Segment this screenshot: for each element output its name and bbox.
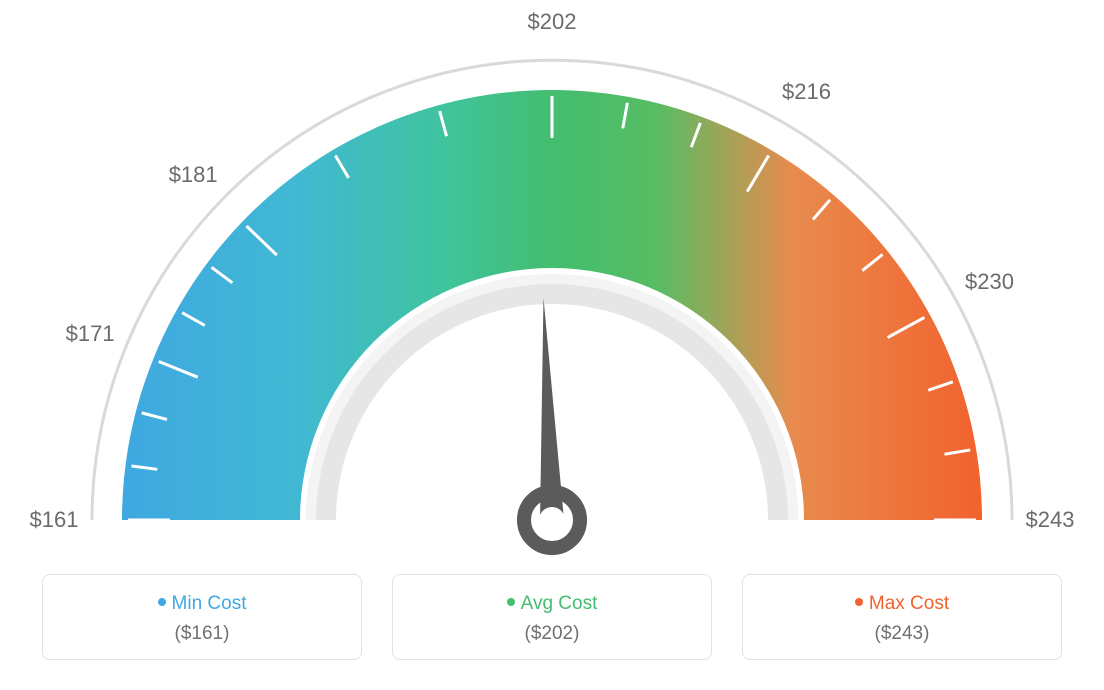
gauge-svg — [0, 0, 1104, 560]
legend-title-min: Min Cost — [53, 593, 351, 615]
legend-title-max: Max Cost — [753, 593, 1051, 615]
gauge-tick-label: $161 — [30, 507, 79, 533]
legend-value-max: ($243) — [753, 623, 1051, 645]
dot-icon-max — [855, 598, 863, 606]
cost-gauge: $161 $171 $181 $202 $216 $230 $243 — [0, 0, 1104, 560]
legend-label-avg: Avg Cost — [521, 593, 598, 614]
legend-value-avg: ($202) — [403, 623, 701, 645]
legend-card-min: Min Cost ($161) — [42, 574, 362, 660]
legend-value-min: ($161) — [53, 623, 351, 645]
gauge-tick-label: $230 — [965, 269, 1014, 295]
gauge-tick-label: $181 — [169, 162, 218, 188]
dot-icon-min — [158, 598, 166, 606]
legend-label-max: Max Cost — [869, 593, 949, 614]
gauge-tick-label: $202 — [528, 9, 577, 35]
legend-title-avg: Avg Cost — [403, 593, 701, 615]
dot-icon-avg — [507, 598, 515, 606]
legend-card-avg: Avg Cost ($202) — [392, 574, 712, 660]
gauge-tick-label: $243 — [1026, 507, 1075, 533]
gauge-tick-label: $171 — [66, 321, 115, 347]
legend-row: Min Cost ($161) Avg Cost ($202) Max Cost… — [0, 550, 1104, 690]
legend-label-min: Min Cost — [172, 593, 247, 614]
legend-card-max: Max Cost ($243) — [742, 574, 1062, 660]
gauge-tick-label: $216 — [782, 79, 831, 105]
